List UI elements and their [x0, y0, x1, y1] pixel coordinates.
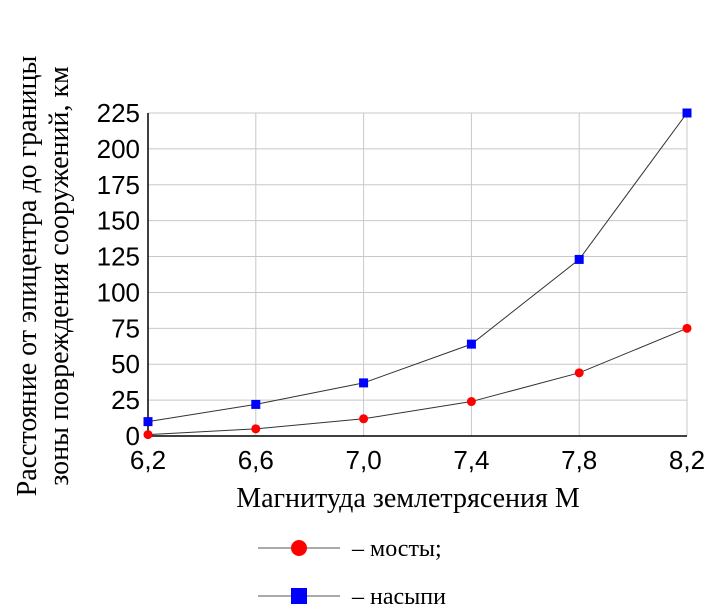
- point-s0-5: [682, 323, 692, 333]
- x-tick-labels: 6,2 6,6 7,0 7,4 7,8 8,2: [130, 445, 705, 475]
- point-s1-2: [359, 378, 369, 388]
- x-tick-label-0: 6,2: [130, 445, 166, 475]
- series-1: [143, 108, 692, 427]
- legend: – мосты; – насыпи: [258, 536, 446, 610]
- series-0: [143, 323, 692, 440]
- y-tick-label-1: 25: [111, 385, 140, 415]
- y-tick-label-4: 100: [97, 277, 140, 307]
- point-s0-0: [143, 430, 153, 440]
- y-tick-label-2: 50: [111, 349, 140, 379]
- y-axis-title-line1: Расстояние от эпицентра до границы: [12, 55, 43, 496]
- point-s1-1: [251, 399, 261, 409]
- plot-frame: [147, 113, 687, 437]
- point-s0-2: [359, 414, 369, 424]
- point-s0-3: [466, 397, 476, 407]
- y-tick-label-0: 0: [126, 421, 140, 451]
- series-line-1: [147, 112, 688, 423]
- point-s1-4: [574, 254, 584, 264]
- x-tick-label-2: 7,0: [346, 445, 382, 475]
- legend-marker-1: [291, 588, 307, 604]
- x-axis-title: Магнитуда землетрясения М: [236, 483, 580, 514]
- x-tick-label-3: 7,4: [453, 445, 489, 475]
- series-line-0: [147, 327, 688, 436]
- legend-label-0: – мосты;: [351, 536, 442, 562]
- legend-label-1: – насыпи: [351, 584, 446, 610]
- point-s1-3: [466, 339, 476, 349]
- point-s1-5: [682, 108, 692, 118]
- x-tick-label-1: 6,6: [238, 445, 274, 475]
- y-tick-labels: 0 25 50 75 100 125 150 175 200 225: [97, 98, 140, 451]
- grid-lines: [147, 112, 688, 437]
- point-s0-1: [251, 424, 261, 434]
- legend-marker-0: [291, 540, 307, 556]
- y-tick-label-8: 200: [97, 134, 140, 164]
- y-tick-label-5: 125: [97, 242, 140, 272]
- series-layer: [143, 108, 692, 440]
- y-axis-title-line2: зоны повреждения сооружений, км: [44, 66, 75, 486]
- y-tick-label-9: 225: [97, 98, 140, 128]
- point-s0-4: [574, 368, 584, 378]
- point-s1-0: [143, 417, 153, 427]
- y-tick-label-6: 150: [97, 206, 140, 236]
- y-tick-label-3: 75: [111, 313, 140, 343]
- x-tick-label-5: 8,2: [669, 445, 705, 475]
- y-tick-label-7: 175: [97, 170, 140, 200]
- x-tick-label-4: 7,8: [561, 445, 597, 475]
